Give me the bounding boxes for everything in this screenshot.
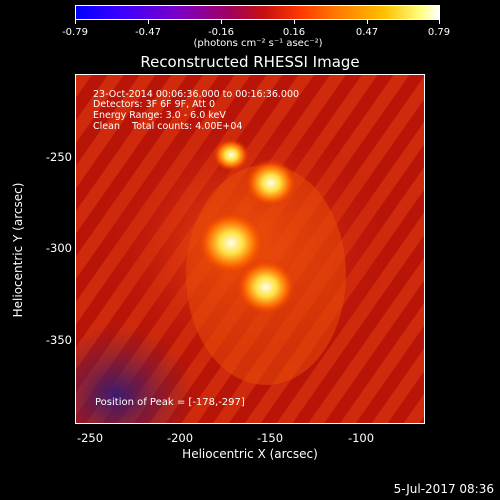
colorbar-tick-label: 0.47 [355, 27, 379, 38]
info-detectors: Detectors: 3F 6F 9F, Att 0 [93, 99, 216, 110]
colorbar-tick-label: 0.16 [282, 27, 306, 38]
x-tick-label: -250 [76, 431, 104, 445]
colorbar-tickmark [294, 20, 295, 24]
image-title: Reconstructed RHESSI Image [140, 53, 360, 71]
source-peak [197, 211, 265, 275]
source-south [236, 259, 296, 315]
timestamp: 5-Jul-2017 08:36 [393, 482, 494, 496]
x-axis-label: Heliocentric X (arcsec) [182, 447, 318, 461]
x-tick-label: -150 [256, 431, 284, 445]
colorbar-tickmark [367, 20, 368, 24]
colorbar-tick-label: -0.79 [62, 27, 88, 38]
y-tick-label: -250 [45, 150, 72, 164]
colorbar-tickmark [148, 20, 149, 24]
rhessi-image-canvas [76, 75, 424, 423]
colorbar-tick-label: 0.79 [427, 27, 451, 38]
x-tick-label: -200 [166, 431, 194, 445]
colorbar-units: (photons cm⁻² s⁻¹ asec⁻²) [193, 38, 323, 49]
y-tick-label: -350 [45, 333, 72, 347]
colorbar [75, 5, 440, 20]
source-north [213, 139, 249, 171]
colorbar-tick-label: -0.16 [208, 27, 234, 38]
colorbar-tickmark [75, 20, 76, 24]
info-time-range: 23-Oct-2014 00:06:36.000 to 00:16:36.000 [93, 89, 300, 100]
info-energy: Energy Range: 3.0 - 6.0 keV [93, 110, 226, 121]
colorbar-tickmark [439, 20, 440, 24]
colorbar-tick-label: -0.47 [135, 27, 161, 38]
peak-position: Position of Peak = [-178,-297] [95, 397, 245, 408]
info-clean: Clean Total counts: 4.00E+04 [93, 121, 243, 132]
y-tick-label: -300 [45, 241, 72, 255]
colorbar-tickmark [221, 20, 222, 24]
x-tick-label: -100 [347, 431, 375, 445]
source-ne [245, 159, 297, 207]
rhessi-image [75, 74, 425, 424]
y-axis-label: Heliocentric Y (arcsec) [11, 182, 25, 318]
